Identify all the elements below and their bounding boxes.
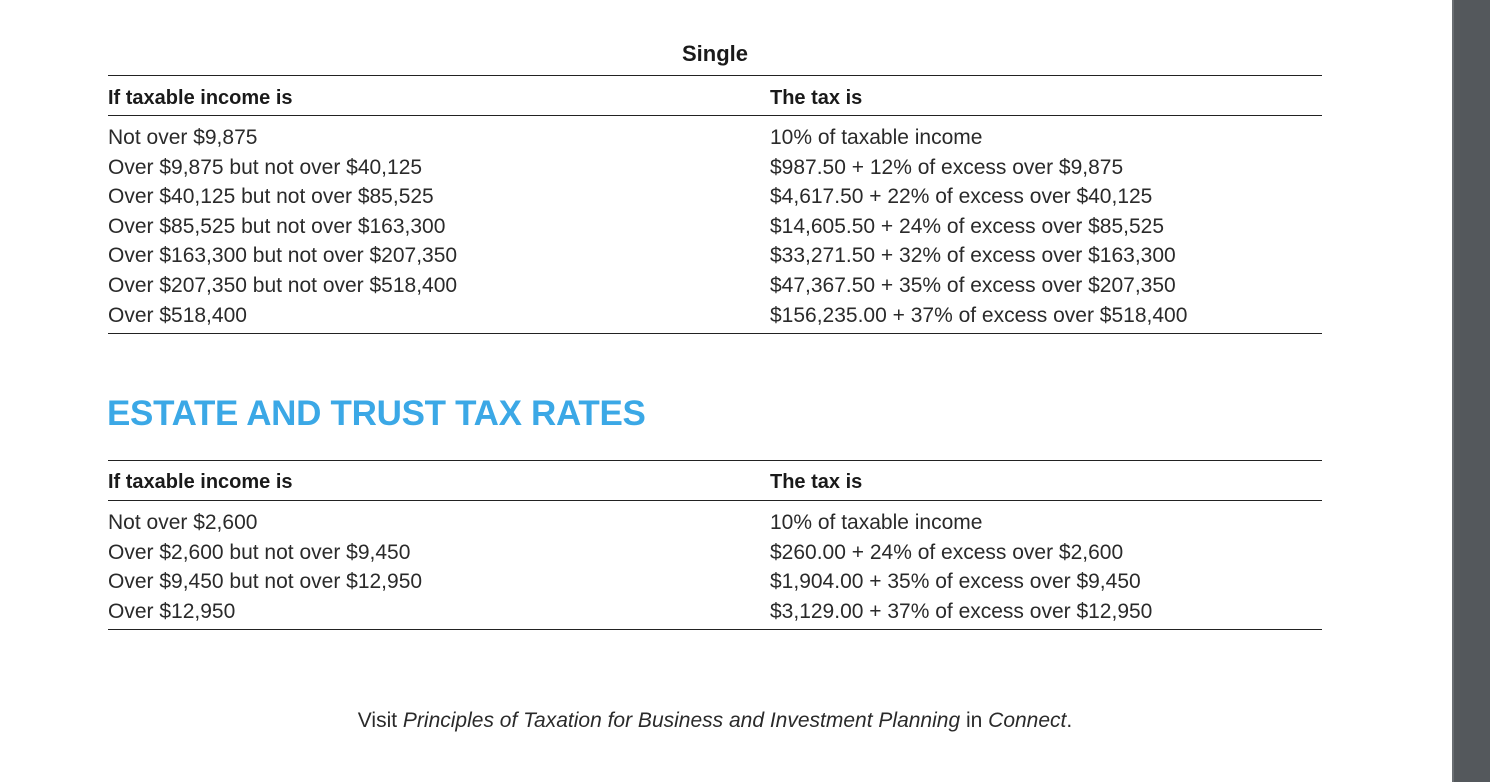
- estate-table-body: Not over $2,600 10% of taxable income Ov…: [108, 508, 1322, 626]
- section-heading-estate-trust: ESTATE AND TRUST TAX RATES: [107, 394, 646, 433]
- tax-cell: $260.00 + 24% of excess over $2,600: [770, 540, 1124, 564]
- tax-cell: $47,367.50 + 35% of excess over $207,350: [770, 273, 1176, 297]
- income-cell: Over $207,350 but not over $518,400: [108, 273, 458, 297]
- table-header-rule: [108, 115, 1322, 116]
- income-cell: Over $9,875 but not over $40,125: [108, 155, 423, 179]
- tax-cell: $14,605.50 + 24% of excess over $85,525: [770, 214, 1165, 238]
- table-bottom-rule: [108, 629, 1322, 630]
- income-cell: Over $2,600 but not over $9,450: [108, 540, 411, 564]
- table-row: Over $163,300 but not over $207,350 $33,…: [108, 241, 1322, 271]
- column-header-income: If taxable income is: [108, 87, 293, 109]
- tax-cell: 10% of taxable income: [770, 126, 983, 149]
- table-row: Over $207,350 but not over $518,400 $47,…: [108, 271, 1322, 301]
- tax-cell: $987.50 + 12% of excess over $9,875: [770, 155, 1124, 179]
- tax-cell: $156,235.00 + 37% of excess over $518,40…: [770, 303, 1188, 327]
- tax-cell: $1,904.00 + 35% of excess over $9,450: [770, 570, 1141, 594]
- single-table-body: Not over $9,875 10% of taxable income Ov…: [108, 123, 1322, 330]
- footer-middle: in: [960, 709, 989, 732]
- table-header-rule: [108, 500, 1322, 501]
- income-cell: Over $12,950: [108, 599, 236, 623]
- table-row: Over $518,400 $156,235.00 + 37% of exces…: [108, 301, 1322, 331]
- table-row: Not over $9,875 10% of taxable income: [108, 123, 1322, 153]
- table-row: Not over $2,600 10% of taxable income: [108, 508, 1322, 538]
- tax-cell: $4,617.50 + 22% of excess over $40,125: [770, 185, 1153, 209]
- income-cell: Over $85,525 but not over $163,300: [108, 214, 446, 238]
- table-row: Over $9,450 but not over $12,950 $1,904.…: [108, 567, 1322, 597]
- footer-book-title: Principles of Taxation for Business and …: [402, 709, 961, 732]
- income-cell: Over $163,300 but not over $207,350: [108, 244, 458, 268]
- tax-cell: 10% of taxable income: [770, 511, 983, 534]
- income-cell: Over $40,125 but not over $85,525: [108, 185, 434, 209]
- table-row: Over $12,950 $3,129.00 + 37% of excess o…: [108, 597, 1322, 627]
- document-page: Single If taxable income is The tax is N…: [107, 41, 1322, 735]
- column-header-income: If taxable income is: [108, 471, 293, 493]
- income-cell: Over $9,450 but not over $12,950: [108, 570, 423, 594]
- tax-cell: $33,271.50 + 32% of excess over $163,300: [770, 244, 1176, 268]
- scrollbar-edge: [1452, 0, 1454, 782]
- table-row: Over $9,875 but not over $40,125 $987.50…: [108, 153, 1322, 183]
- table-caption-single: Single: [681, 41, 748, 66]
- footer-suffix: .: [1066, 709, 1073, 732]
- table-row: Over $2,600 but not over $9,450 $260.00 …: [108, 538, 1322, 568]
- income-cell: Not over $2,600: [108, 511, 258, 534]
- income-cell: Over $518,400: [108, 303, 247, 327]
- footer-note: Visit Principles of Taxation for Busines…: [108, 707, 1322, 735]
- column-header-tax: The tax is: [770, 87, 863, 109]
- table-bottom-rule: [108, 333, 1322, 334]
- table-row: Over $85,525 but not over $163,300 $14,6…: [108, 212, 1322, 242]
- vertical-scrollbar[interactable]: [1452, 0, 1490, 782]
- tax-cell: $3,129.00 + 37% of excess over $12,950: [770, 599, 1153, 623]
- table-top-rule: [108, 460, 1322, 461]
- footer-platform: Connect: [988, 709, 1067, 732]
- table-top-rule: [108, 75, 1322, 76]
- table-row: Over $40,125 but not over $85,525 $4,617…: [108, 182, 1322, 212]
- footer-prefix: Visit: [357, 709, 403, 732]
- income-cell: Not over $9,875: [108, 126, 258, 149]
- column-header-tax: The tax is: [770, 471, 863, 493]
